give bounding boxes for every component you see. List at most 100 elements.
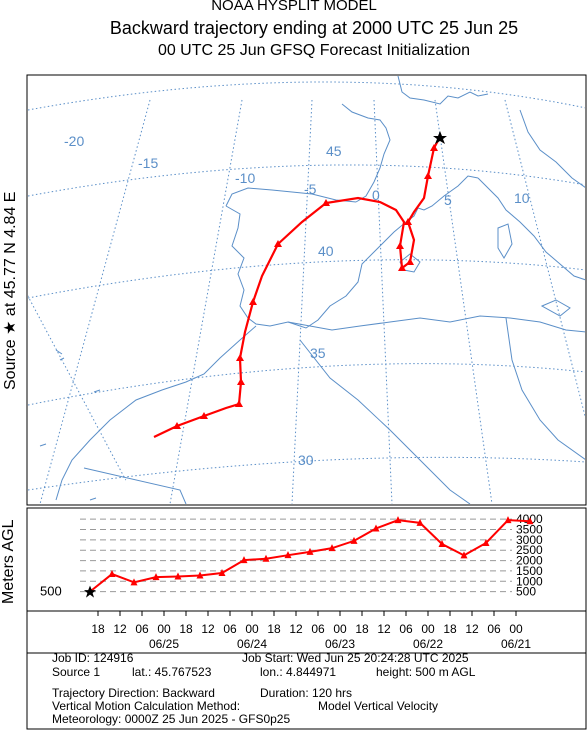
height-tick-label: 2500 xyxy=(516,543,543,557)
height-tick-label: 1000 xyxy=(516,574,543,588)
time-tick-label: 06 xyxy=(311,622,325,636)
height-marker xyxy=(438,540,446,547)
lat-label-40: 40 xyxy=(318,243,334,259)
height-marker xyxy=(262,554,270,562)
trajectory-marker xyxy=(404,218,412,225)
time-tick-label: 12 xyxy=(377,622,391,636)
border-western-sahara xyxy=(83,467,187,504)
job-start: Job Start: Wed Jun 25 20:24:28 UTC 2025 xyxy=(242,651,469,665)
trajectory-marker xyxy=(322,199,330,206)
latitude-line-30 xyxy=(28,456,585,491)
lat-label-45: 45 xyxy=(326,143,342,159)
lon-label-minus-15: -15 xyxy=(138,155,158,171)
height-marker xyxy=(152,573,160,581)
height-marker xyxy=(350,536,358,544)
height-marker xyxy=(526,517,534,525)
sicily xyxy=(540,299,571,317)
trajectory-marker xyxy=(406,258,414,265)
vertical-method-label: Vertical Motion Calculation Method: xyxy=(52,699,241,713)
time-tick-label: 12 xyxy=(465,622,479,636)
height-tick-label: 1500 xyxy=(516,564,543,578)
time-tick-label: 12 xyxy=(113,622,127,636)
height-marker xyxy=(284,551,292,559)
longitude-line-minus-20 xyxy=(28,118,127,481)
longitude-line-0 xyxy=(373,99,393,504)
map-panel: -20 -15 -10 -5 0 5 10 45 40 35 30 xyxy=(28,76,585,504)
trajectory-marker xyxy=(398,264,406,271)
coastline-northern-france xyxy=(397,76,489,105)
time-tick-label: 00 xyxy=(421,622,435,636)
time-tick-label: 00 xyxy=(509,622,523,636)
time-tick-label: 18 xyxy=(267,622,281,636)
date-label: 06/21 xyxy=(501,637,531,651)
longitude-line-5 xyxy=(434,99,493,504)
lon-label-minus-5: -5 xyxy=(304,181,317,197)
height-marker xyxy=(218,569,226,576)
trajectory-marker xyxy=(235,400,243,407)
latitude-line-45 xyxy=(28,164,585,197)
metadata-panel: Job ID: 124916 Job Start: Wed Jun 25 20:… xyxy=(28,650,586,728)
source-longitude: lon.: 4.844971 xyxy=(260,665,337,679)
height-tick-label: 500 xyxy=(516,585,536,599)
height-marker xyxy=(372,524,380,532)
longitude-line-minus-5 xyxy=(291,99,313,504)
height-marker xyxy=(130,578,138,586)
height-marker xyxy=(504,516,512,524)
lat-label-35: 35 xyxy=(310,345,326,361)
time-tick-label: 00 xyxy=(333,622,347,636)
height-marker xyxy=(482,538,490,546)
trajectory-title: Backward trajectory ending at 2000 UTC 2… xyxy=(109,18,519,38)
start-height-label: 500 xyxy=(40,584,62,599)
height-marker xyxy=(460,551,468,559)
height-marker xyxy=(240,556,248,564)
longitude-line-10 xyxy=(504,99,585,419)
trajectory-marker xyxy=(274,240,282,247)
coastline-morocco xyxy=(55,325,257,501)
border-tunisia-libya xyxy=(505,317,585,460)
time-tick-label: 06 xyxy=(487,622,501,636)
metadata-frame xyxy=(26,652,587,730)
time-tick-label: 06 xyxy=(399,622,413,636)
time-tick-label: 00 xyxy=(157,622,171,636)
canary-madeira-islands xyxy=(39,349,101,501)
time-tick-label: 18 xyxy=(91,622,105,636)
coastline-france-atlantic xyxy=(341,103,391,203)
time-tick-label: 06 xyxy=(223,622,237,636)
meteorology: Meteorology: 0000Z 25 Jun 2025 - GFS0p25 xyxy=(52,712,291,726)
longitude-line-minus-10 xyxy=(169,99,243,504)
latitude-line-35 xyxy=(28,363,585,406)
height-frame xyxy=(26,507,587,612)
lon-label-10: 10 xyxy=(514,190,530,206)
border-algeria xyxy=(299,339,471,504)
latitude-line-40 xyxy=(28,259,585,299)
coastline-iberia xyxy=(225,175,479,329)
longitude-line-minus-15 xyxy=(39,99,151,504)
height-panel: 4000350030002500200015001000500500 xyxy=(40,512,543,599)
date-label: 06/22 xyxy=(413,637,443,651)
trajectory-marker xyxy=(237,378,245,385)
height-marker xyxy=(416,518,424,526)
height-tick-label: 2000 xyxy=(516,554,543,568)
source-height: height: 500 m AGL xyxy=(376,665,476,679)
date-label: 06/23 xyxy=(325,637,355,651)
source-star-icon xyxy=(433,131,447,144)
time-tick-label: 00 xyxy=(245,622,259,636)
trajectory-direction: Trajectory Direction: Backward xyxy=(52,686,215,700)
trajectory-marker xyxy=(249,298,257,305)
trajectory-marker xyxy=(396,242,404,249)
date-label: 06/25 xyxy=(149,637,179,651)
date-label: 06/24 xyxy=(237,637,267,651)
model-title: NOAA HYSPLIT MODEL xyxy=(211,0,377,14)
trajectory-marker xyxy=(424,172,432,179)
lon-label-0: 0 xyxy=(372,187,380,203)
trajectory-marker xyxy=(430,144,438,151)
trajectory-marker xyxy=(200,412,208,419)
lon-label-minus-10: -10 xyxy=(235,170,255,186)
time-tick-label: 06 xyxy=(135,622,149,636)
height-marker xyxy=(394,516,402,524)
source-number: Source 1 xyxy=(52,665,101,679)
trajectory-marker xyxy=(236,354,244,361)
height-marker xyxy=(196,571,204,579)
coastline-north-africa xyxy=(287,315,585,333)
